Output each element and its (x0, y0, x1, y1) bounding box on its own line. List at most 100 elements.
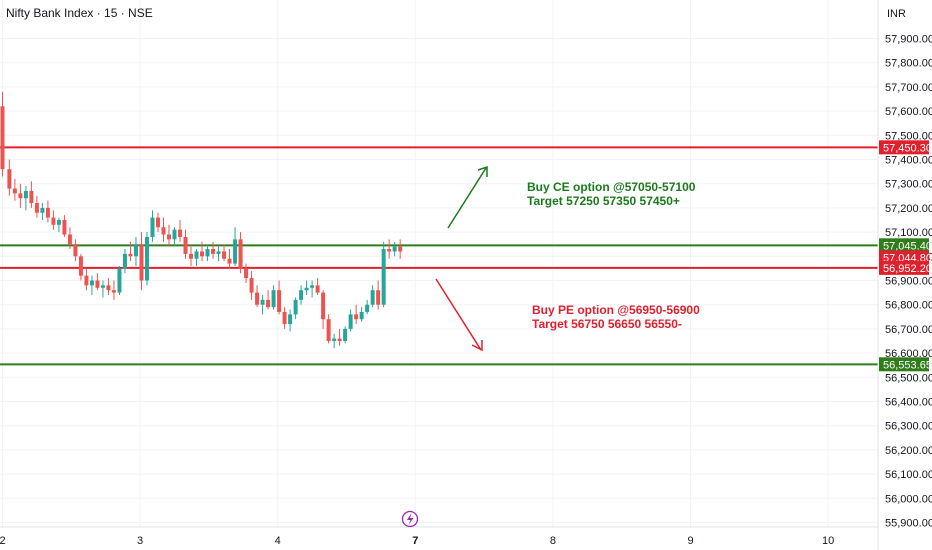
candle (348, 309, 353, 332)
y-tick-label: 57,600.00 (885, 106, 932, 118)
y-tick-label: 56,600.00 (885, 348, 932, 360)
price-level-label: 56,952.20 (879, 260, 932, 275)
candle (189, 244, 194, 266)
candle (62, 215, 67, 237)
y-tick-label: 57,500.00 (885, 130, 932, 142)
candle (40, 203, 45, 220)
candle (23, 186, 28, 211)
candle (293, 297, 298, 320)
candle (392, 241, 397, 257)
y-tick-label: 56,200.00 (885, 445, 932, 457)
candle (200, 241, 205, 262)
y-tick-label: 57,700.00 (885, 82, 932, 94)
candle (266, 290, 271, 310)
y-tick-label: 57,300.00 (885, 179, 932, 191)
candle (128, 241, 133, 262)
price-level-labels: 57,450.3057,045.4057,044.8056,952.2056,5… (879, 140, 932, 372)
time-axis[interactable]: 2 3 4 7 8 9 10 (0, 535, 834, 547)
candle (166, 224, 171, 247)
candle (299, 285, 304, 305)
y-tick-label: 56,300.00 (885, 421, 932, 433)
candle (89, 275, 94, 296)
candle (249, 270, 254, 300)
x-tick-label: 7 (412, 535, 418, 547)
candle (381, 241, 386, 308)
candle (365, 299, 370, 315)
svg-text:56,952.20: 56,952.20 (883, 263, 932, 275)
candle (288, 309, 293, 332)
y-tick-label: 55,900.00 (885, 518, 932, 530)
candle (271, 285, 276, 310)
candle (0, 91, 5, 177)
candle (155, 212, 160, 233)
candle (78, 253, 83, 281)
x-tick-label: 9 (687, 535, 693, 547)
candle (332, 333, 337, 349)
y-tick-label: 57,100.00 (885, 227, 932, 239)
x-tick-label: 3 (137, 535, 143, 547)
candle (12, 178, 17, 201)
y-tick-label: 56,800.00 (885, 300, 932, 312)
candle (117, 265, 122, 296)
price-level-label: 57,045.40 (879, 238, 932, 253)
chart-title: Nifty Bank Index · 15 · NSE (6, 6, 153, 20)
candle (84, 268, 89, 291)
candle (216, 246, 221, 262)
svg-text:57,045.40: 57,045.40 (883, 240, 932, 252)
candle (34, 195, 39, 218)
candle (260, 295, 265, 315)
candle (18, 183, 23, 208)
candle (7, 159, 12, 196)
candle (73, 239, 78, 262)
svg-text:56,553.65: 56,553.65 (883, 359, 932, 371)
candle (133, 236, 138, 266)
pe-annotation: Buy PE option @56950-56900 Target 56750 … (435, 278, 700, 352)
y-tick-label: 57,800.00 (885, 58, 932, 70)
price-level-label: 57,450.30 (879, 140, 932, 155)
candle (398, 239, 403, 259)
ce-annotation-line2: Target 57250 57350 57450+ (527, 194, 680, 208)
price-axis[interactable]: 57,900.00 57,800.00 57,700.00 57,600.00 57,5… (885, 34, 932, 530)
candle (227, 249, 232, 269)
y-tick-label: 57,400.00 (885, 155, 932, 167)
candle (304, 280, 309, 296)
pe-annotation-line1: Buy PE option @56950-56900 (532, 303, 700, 317)
svg-text:57,450.30: 57,450.30 (883, 142, 932, 154)
candle (95, 273, 100, 291)
candle (326, 314, 331, 344)
candle (144, 232, 149, 286)
candle (277, 280, 282, 315)
candle (310, 280, 315, 298)
candle (370, 285, 375, 308)
candle (150, 210, 155, 242)
ce-annotation-line1: Buy CE option @57050-57100 (527, 180, 696, 194)
y-tick-label: 56,900.00 (885, 276, 932, 288)
candle (122, 249, 127, 274)
event-lightning-icon[interactable] (401, 510, 419, 528)
candle (51, 210, 56, 230)
candle (222, 244, 227, 262)
candle (56, 217, 61, 233)
candle (387, 239, 392, 259)
y-tick-label: 57,900.00 (885, 34, 932, 46)
candle (45, 200, 50, 223)
price-level-label: 56,553.65 (879, 357, 932, 372)
candle (172, 227, 177, 247)
y-tick-label: 57,200.00 (885, 203, 932, 215)
x-tick-label: 10 (822, 535, 834, 547)
ce-annotation: Buy CE option @57050-57100 Target 57250 … (447, 165, 696, 229)
down-arrow-head-icon (471, 340, 483, 352)
candle (337, 328, 342, 346)
candle (29, 181, 34, 208)
candle (282, 307, 287, 329)
y-tick-label: 56,000.00 (885, 493, 932, 505)
currency-label: INR (887, 8, 906, 20)
pe-annotation-line2: Target 56750 56650 56550- (532, 317, 682, 331)
x-tick-label: 4 (275, 535, 281, 547)
y-tick-label: 56,500.00 (885, 372, 932, 384)
up-arrow-icon (447, 167, 487, 229)
candle (194, 249, 199, 266)
candlesticks (0, 91, 403, 349)
candle (100, 280, 105, 298)
